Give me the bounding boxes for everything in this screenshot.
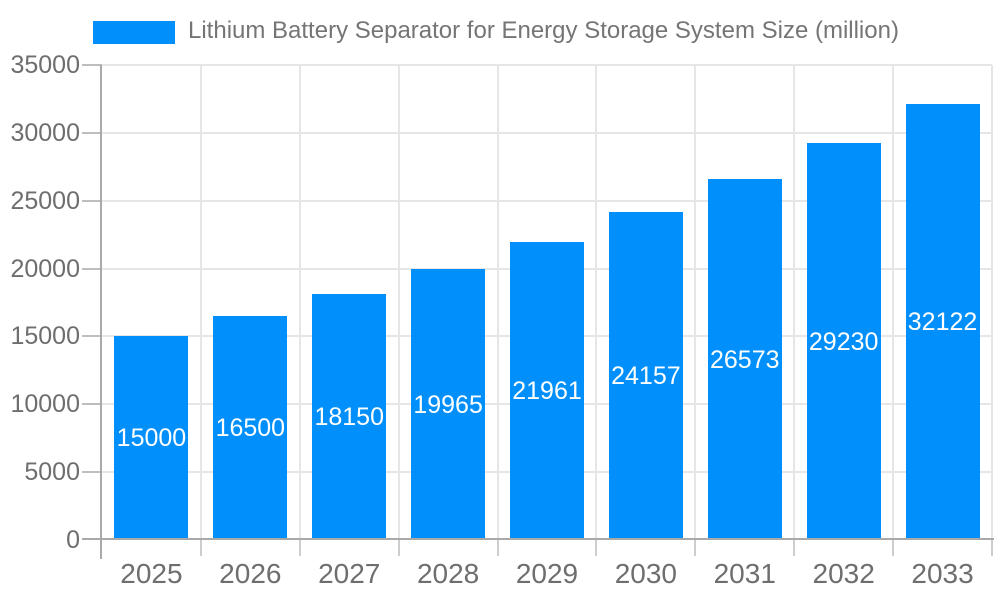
y-tick [82, 403, 102, 406]
bar-2029: 21961 [510, 241, 584, 540]
y-axis-label: 35000 [10, 51, 80, 79]
bar-value-label: 18150 [314, 402, 384, 431]
y-tick [82, 267, 102, 270]
v-gridline [595, 65, 598, 540]
x-axis-line [82, 538, 994, 540]
h-gridline [102, 131, 992, 134]
x-axis-label: 2030 [614, 558, 678, 589]
bar-value-label: 24157 [611, 362, 681, 391]
x-axis-label: 2032 [812, 558, 875, 589]
y-axis-label: 15000 [10, 322, 80, 351]
v-gridline [793, 65, 796, 540]
legend-swatch [93, 20, 175, 44]
bar-2030: 24157 [608, 212, 683, 540]
bar-2033: 32122 [905, 104, 980, 540]
v-gridline [694, 65, 697, 540]
y-tick [82, 335, 102, 338]
x-tick [793, 540, 796, 556]
y-axis-label: 0 [66, 526, 80, 554]
bar-2025: 15000 [114, 336, 189, 540]
bar-value-label: 29230 [808, 327, 879, 356]
x-axis-label: 2028 [416, 558, 480, 589]
bar-value-label: 32122 [907, 308, 978, 337]
y-tick [82, 471, 102, 474]
bar-value-label: 16500 [215, 414, 286, 443]
bar-value-label: 15000 [116, 424, 187, 453]
y-axis-label: 30000 [10, 118, 80, 147]
v-gridline [496, 65, 499, 540]
v-gridline [199, 65, 202, 540]
h-gridline [102, 199, 992, 202]
x-axis-label: 2026 [219, 558, 282, 589]
x-axis-label: 2029 [515, 558, 579, 589]
y-tick [82, 199, 102, 202]
x-tick [991, 540, 993, 556]
y-tick [82, 131, 102, 134]
x-axis-label: 2031 [713, 558, 776, 589]
y-axis-label: 20000 [10, 254, 80, 283]
bar-2027: 18150 [312, 293, 387, 540]
v-gridline [298, 65, 301, 540]
x-axis-label: 2033 [911, 558, 974, 589]
x-tick [595, 540, 598, 556]
x-tick [298, 540, 301, 556]
x-tick [892, 540, 895, 556]
y-tick [82, 64, 102, 66]
chart-title: Lithium Battery Separator for Energy Sto… [188, 17, 899, 44]
bar-2031: 26573 [707, 179, 782, 540]
bar-2028: 19965 [411, 269, 486, 540]
v-gridline [892, 65, 895, 540]
legend-item[interactable]: Lithium Battery Separator for Energy Sto… [93, 15, 899, 47]
y-axis-label: 5000 [24, 458, 80, 487]
x-axis-label: 2027 [318, 558, 381, 589]
x-tick [496, 540, 499, 556]
bar-value-label: 21961 [512, 376, 582, 405]
h-gridline [102, 64, 992, 66]
bar-2026: 16500 [213, 316, 288, 540]
y-axis-line [100, 65, 102, 559]
bar-value-label: 26573 [710, 345, 780, 374]
x-tick [694, 540, 697, 556]
bar-2032: 29230 [806, 143, 881, 540]
bar-value-label: 19965 [413, 390, 483, 419]
x-tick [199, 540, 202, 556]
x-axis-label: 2025 [120, 558, 183, 589]
y-axis-label: 25000 [10, 186, 80, 215]
plot-area: 15000 16500 18150 19965 21961 24157 26573 29230… [102, 64, 993, 540]
x-tick [397, 540, 400, 556]
v-gridline [397, 65, 400, 540]
y-axis-label: 10000 [10, 390, 80, 419]
v-gridline [991, 65, 993, 540]
